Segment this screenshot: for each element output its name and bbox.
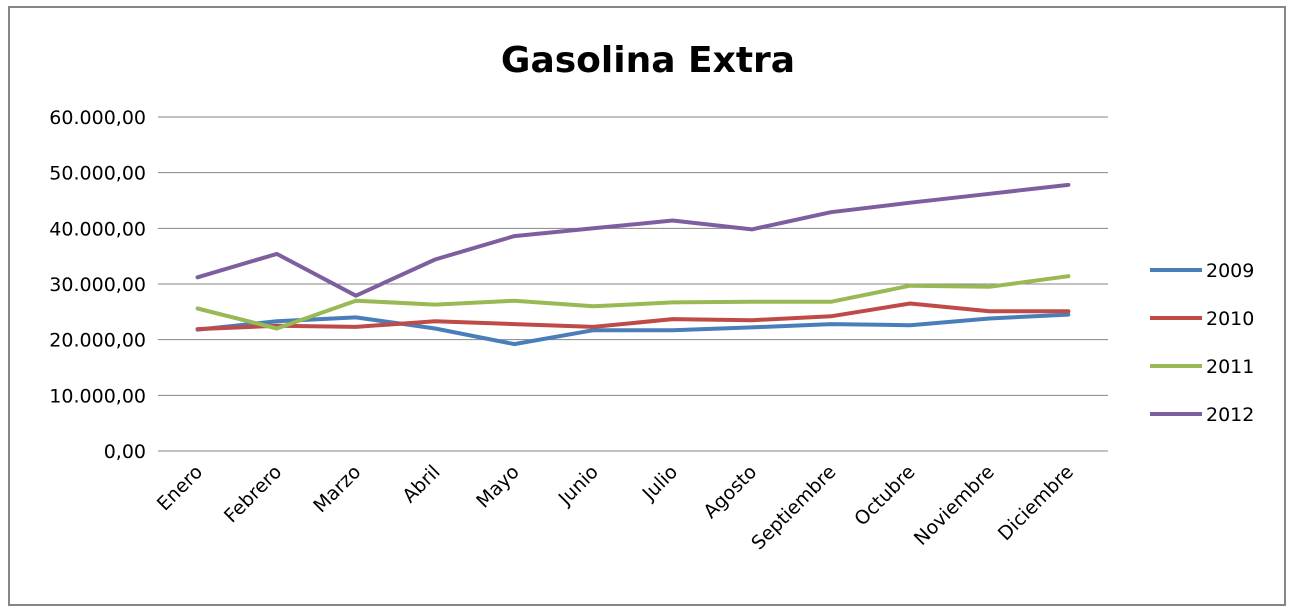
x-tick-label: Octubre bbox=[850, 461, 919, 530]
legend-label-2009: 2009 bbox=[1206, 260, 1254, 282]
gridlines bbox=[158, 116, 1108, 452]
series-line-2011 bbox=[195, 274, 1071, 331]
y-tick-label: 30.000,00 bbox=[49, 274, 146, 296]
x-tick-label: Junio bbox=[554, 461, 603, 510]
x-tick-label: Diciembre bbox=[994, 461, 1078, 545]
legend-label-2011: 2011 bbox=[1206, 356, 1254, 378]
y-tick-label: 60.000,00 bbox=[49, 107, 146, 129]
x-tick-label: Noviembre bbox=[910, 461, 999, 550]
series-line-2010 bbox=[195, 301, 1071, 332]
legend-label-2012: 2012 bbox=[1206, 404, 1254, 426]
x-tick-label: Julio bbox=[638, 461, 682, 505]
legend-label-2010: 2010 bbox=[1206, 308, 1254, 330]
y-axis-ticks: 0,00 10.000,00 20.000,00 30.000,00 40.000,00… bbox=[49, 107, 146, 463]
y-tick-label: 50.000,00 bbox=[49, 163, 146, 185]
chart-frame bbox=[8, 6, 1286, 606]
x-tick-label: Septiembre bbox=[747, 461, 840, 554]
x-tick-label: Mayo bbox=[472, 461, 524, 513]
x-tick-label: Febrero bbox=[220, 461, 286, 527]
y-tick-label: 20.000,00 bbox=[49, 330, 146, 352]
x-tick-label: Abril bbox=[398, 461, 444, 507]
series-line-2009 bbox=[195, 312, 1071, 347]
series-line-2012 bbox=[195, 182, 1071, 298]
x-axis-ticks: Enero Febrero Marzo Abril Mayo Junio Julio Agos… bbox=[153, 461, 1078, 554]
y-tick-label: 10.000,00 bbox=[49, 385, 146, 407]
x-tick-label: Enero bbox=[153, 461, 207, 515]
y-tick-label: 40.000,00 bbox=[49, 218, 146, 240]
x-tick-label: Agosto bbox=[699, 461, 761, 523]
legend: 2009 2010 2011 2012 bbox=[1150, 260, 1254, 426]
chart-title: Gasolina Extra bbox=[501, 40, 795, 81]
y-tick-label: 0,00 bbox=[104, 441, 146, 463]
series-lines bbox=[195, 182, 1071, 347]
x-tick-label: Marzo bbox=[309, 461, 365, 517]
